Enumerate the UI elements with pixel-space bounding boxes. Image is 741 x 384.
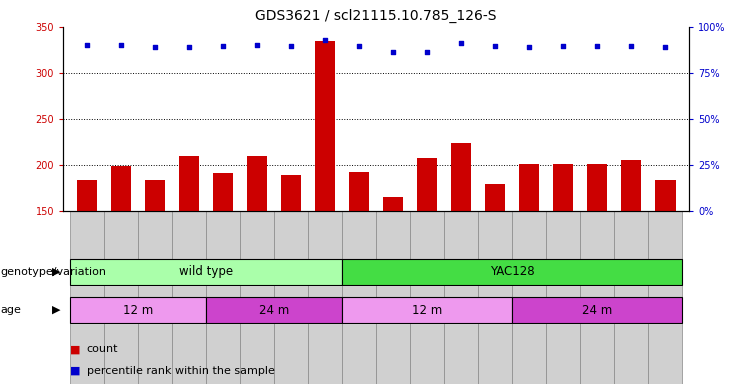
- Bar: [417, 158, 437, 349]
- Text: count: count: [87, 344, 119, 354]
- Point: [319, 37, 331, 43]
- Bar: [485, 184, 505, 349]
- Point: [183, 44, 195, 50]
- Point: [489, 43, 501, 49]
- Bar: [104, 211, 138, 384]
- Text: ▶: ▶: [53, 305, 61, 315]
- Bar: [76, 180, 97, 349]
- Bar: [410, 211, 444, 384]
- Bar: [70, 211, 104, 384]
- Text: ■: ■: [70, 366, 81, 376]
- Point: [353, 43, 365, 49]
- Point: [591, 43, 603, 49]
- Bar: [614, 211, 648, 384]
- Text: YAC128: YAC128: [490, 265, 534, 278]
- Bar: [206, 211, 240, 384]
- Point: [421, 49, 433, 55]
- Bar: [179, 156, 199, 349]
- Text: 24 m: 24 m: [259, 304, 289, 316]
- Text: percentile rank within the sample: percentile rank within the sample: [87, 366, 275, 376]
- Bar: [580, 211, 614, 384]
- Text: genotype/variation: genotype/variation: [1, 266, 107, 277]
- Bar: [110, 166, 131, 349]
- Bar: [376, 211, 410, 384]
- Point: [217, 43, 229, 49]
- Bar: [308, 211, 342, 384]
- Bar: [138, 211, 172, 384]
- Bar: [519, 164, 539, 349]
- Bar: [512, 211, 546, 384]
- Bar: [383, 197, 403, 349]
- Bar: [444, 211, 478, 384]
- Text: 12 m: 12 m: [123, 304, 153, 316]
- Point: [625, 43, 637, 49]
- Title: GDS3621 / scl21115.10.785_126-S: GDS3621 / scl21115.10.785_126-S: [256, 9, 496, 23]
- Text: 24 m: 24 m: [582, 304, 612, 316]
- Point: [251, 42, 263, 48]
- Point: [659, 44, 671, 50]
- Text: wild type: wild type: [179, 265, 233, 278]
- Text: age: age: [1, 305, 21, 315]
- Text: 12 m: 12 m: [412, 304, 442, 316]
- Bar: [315, 41, 335, 349]
- Bar: [451, 143, 471, 349]
- Bar: [655, 180, 676, 349]
- Bar: [172, 211, 206, 384]
- Bar: [281, 175, 301, 349]
- Bar: [247, 156, 268, 349]
- Point: [81, 42, 93, 48]
- Point: [557, 43, 569, 49]
- Bar: [512, 297, 682, 323]
- Point: [455, 40, 467, 46]
- Bar: [70, 297, 206, 323]
- Text: ■: ■: [70, 344, 81, 354]
- Bar: [240, 211, 274, 384]
- Point: [285, 43, 297, 49]
- Bar: [342, 297, 512, 323]
- Bar: [587, 164, 608, 349]
- Bar: [648, 211, 682, 384]
- Bar: [144, 180, 165, 349]
- Bar: [213, 174, 233, 349]
- Bar: [342, 211, 376, 384]
- Bar: [206, 297, 342, 323]
- Text: ▶: ▶: [53, 266, 61, 277]
- Point: [149, 44, 161, 50]
- Point: [115, 42, 127, 48]
- Point: [387, 49, 399, 55]
- Bar: [621, 160, 642, 349]
- Bar: [70, 259, 342, 285]
- Bar: [546, 211, 580, 384]
- Bar: [349, 172, 369, 349]
- Bar: [553, 164, 574, 349]
- Bar: [342, 259, 682, 285]
- Point: [523, 44, 535, 50]
- Bar: [274, 211, 308, 384]
- Bar: [478, 211, 512, 384]
